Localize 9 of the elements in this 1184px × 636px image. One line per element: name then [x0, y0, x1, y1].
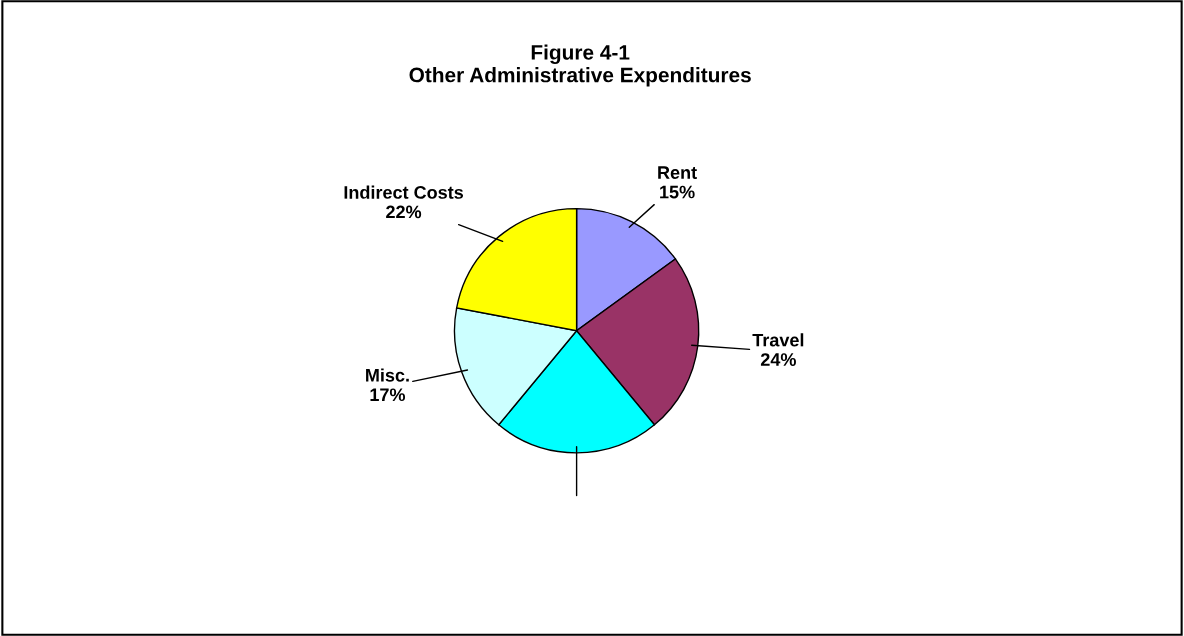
data-label: 15%	[660, 185, 695, 199]
chart-title: Figure 4-1 Other Administrative Expenditures	[409, 44, 751, 87]
data-label: 22%	[386, 205, 422, 219]
slice-label: Travel	[752, 333, 804, 347]
slice-label: Indirect Costs	[344, 185, 464, 199]
slice-label: Rent	[658, 166, 697, 179]
data-label: 17%	[370, 388, 406, 402]
slice-label: Misc.	[366, 368, 409, 382]
data-label: 24%	[760, 353, 796, 366]
